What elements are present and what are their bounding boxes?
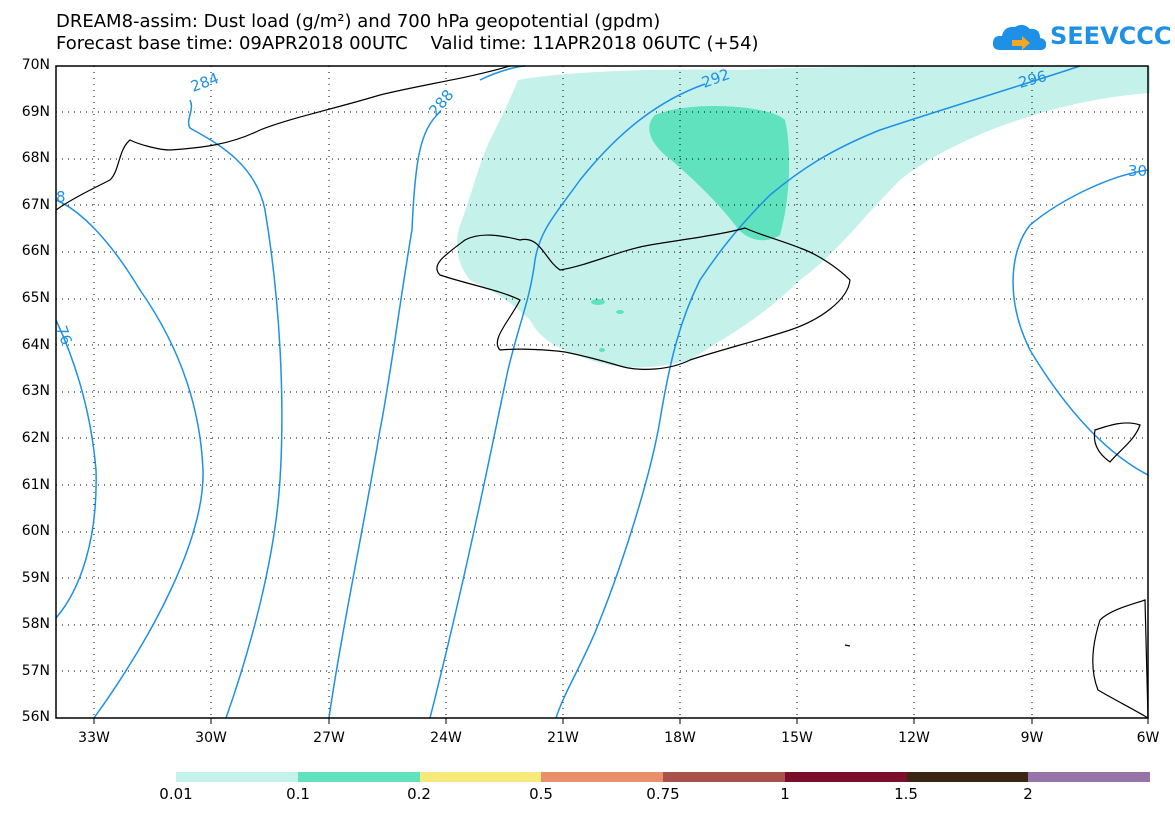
lat-label: 64N xyxy=(21,337,50,353)
geopotential-contours xyxy=(55,65,1149,719)
legend-swatch xyxy=(784,772,907,782)
dust-area-light xyxy=(457,66,1150,368)
lat-label: 65N xyxy=(21,290,50,306)
contour-label: 30 xyxy=(1128,162,1147,180)
lat-label: 66N xyxy=(21,243,50,259)
legend-swatch xyxy=(1028,772,1150,782)
lat-label: 69N xyxy=(21,104,50,120)
legend-label: 0.01 xyxy=(159,785,193,803)
dust-spot xyxy=(599,348,605,352)
lat-label: 61N xyxy=(21,477,50,493)
lat-label: 56N xyxy=(21,709,50,725)
dust-spot xyxy=(591,299,605,305)
dust-area-medium xyxy=(649,105,790,241)
legend-label: 0.5 xyxy=(529,785,553,803)
lon-label: 21W xyxy=(547,730,579,746)
chart-title: DREAM8-assim: Dust load (g/m²) and 700 h… xyxy=(56,11,661,32)
legend-swatch xyxy=(297,772,420,782)
lat-gridlines xyxy=(56,111,1148,672)
lat-label: 67N xyxy=(21,197,50,213)
lon-label: 9W xyxy=(1020,730,1044,746)
coastlines xyxy=(55,65,1149,720)
lat-label: 57N xyxy=(21,663,50,679)
legend-colorbar xyxy=(176,772,1150,782)
legend-swatch xyxy=(906,772,1029,782)
legend-swatch xyxy=(176,772,298,782)
ticks xyxy=(93,718,1149,724)
lat-label: 58N xyxy=(21,616,50,632)
legend-label: 2 xyxy=(1023,785,1033,803)
legend-swatch xyxy=(541,772,663,782)
contour-label: 8 xyxy=(56,188,66,206)
legend-label: 0.75 xyxy=(646,785,680,803)
legend-swatch xyxy=(419,772,542,782)
legend-label: 0.1 xyxy=(286,785,310,803)
lon-label: 24W xyxy=(430,730,462,746)
lat-label: 59N xyxy=(21,570,50,586)
legend-label: 1.5 xyxy=(894,785,918,803)
legend-label: 0.2 xyxy=(407,785,431,803)
lon-label: 12W xyxy=(898,730,930,746)
lon-label: 33W xyxy=(78,730,110,746)
lon-label: 6W xyxy=(1136,730,1160,746)
lat-label: 70N xyxy=(21,57,50,73)
contour-label: 76 xyxy=(52,323,75,347)
lon-label: 27W xyxy=(313,730,345,746)
legend-swatch xyxy=(663,772,785,782)
lat-label: 62N xyxy=(21,430,50,446)
contour-label: 288 xyxy=(425,86,457,120)
legend-label: 1 xyxy=(780,785,790,803)
lat-label: 63N xyxy=(21,383,50,399)
lat-label: 60N xyxy=(21,523,50,539)
map-frame xyxy=(55,65,1149,719)
chart-subtitle: Forecast base time: 09APR2018 00UTC Vali… xyxy=(56,33,759,54)
dust-spot xyxy=(616,310,624,314)
logo-text: SEEVCCC xyxy=(1050,22,1172,50)
lat-label: 68N xyxy=(21,150,50,166)
cloud-icon xyxy=(992,24,1047,51)
lon-label: 15W xyxy=(781,730,813,746)
contour-label: 284 xyxy=(188,69,221,96)
lon-label: 30W xyxy=(195,730,227,746)
lon-label: 18W xyxy=(664,730,696,746)
